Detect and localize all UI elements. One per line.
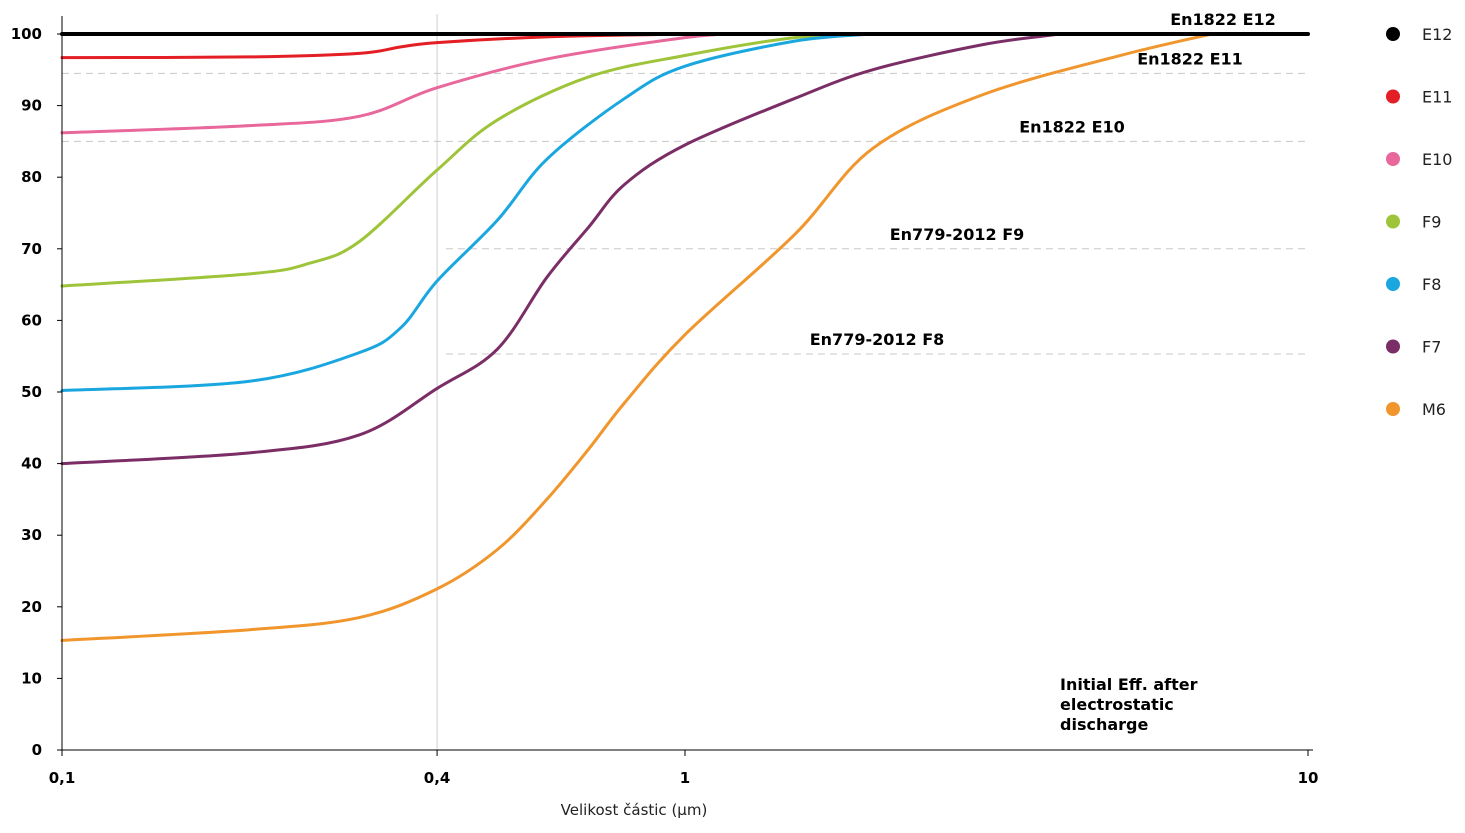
x-tick-label-0-4: 0,4 xyxy=(424,769,451,787)
threshold-label-en1822-e11: En1822 E11 xyxy=(1137,49,1243,68)
y-tick-label-100: 100 xyxy=(11,25,42,43)
y-tick-label-50: 50 xyxy=(21,383,42,401)
y-tick-label-0: 0 xyxy=(32,741,42,759)
legend-marker-f9 xyxy=(1386,214,1400,229)
y-tick-label-40: 40 xyxy=(21,455,42,473)
x-axis-title: Velikost částic (μm) xyxy=(561,801,708,819)
annotation-line-2: electrostatic xyxy=(1060,695,1174,714)
legend-marker-e10 xyxy=(1386,152,1400,166)
legend-label-e11: E11 xyxy=(1422,88,1452,107)
legend-marker-m6 xyxy=(1386,402,1400,416)
legend-marker-e11 xyxy=(1386,89,1400,104)
legend-label-m6: M6 xyxy=(1422,400,1446,419)
legend-label-e10: E10 xyxy=(1422,150,1452,169)
legend-marker-f8 xyxy=(1386,277,1400,291)
threshold-label-en779-2012-f9: En779-2012 F9 xyxy=(890,225,1025,244)
legend-label-f7: F7 xyxy=(1422,338,1441,357)
y-tick-label-20: 20 xyxy=(21,598,42,616)
y-tick-label-90: 90 xyxy=(21,97,42,115)
threshold-label-en779-2012-f8: En779-2012 F8 xyxy=(810,330,945,349)
y-tick-label-70: 70 xyxy=(21,240,42,258)
x-tick-label-1: 1 xyxy=(680,769,690,787)
series-line-f9 xyxy=(60,32,875,288)
y-tick-label-60: 60 xyxy=(21,311,42,329)
threshold-label-en1822-e12: En1822 E12 xyxy=(1170,10,1276,29)
legend-marker-f7 xyxy=(1386,339,1400,354)
legend-marker-e12 xyxy=(1386,27,1400,41)
legend-label-f9: F9 xyxy=(1422,213,1441,232)
y-tick-label-30: 30 xyxy=(21,526,42,544)
legend-label-e12: E12 xyxy=(1422,25,1452,44)
legend-label-f8: F8 xyxy=(1422,275,1441,294)
annotation-line-1: Initial Eff. after xyxy=(1060,675,1198,694)
series-line-m6 xyxy=(60,32,1213,642)
x-tick-label-10: 10 xyxy=(1298,769,1319,787)
annotation-line-3: discharge xyxy=(1060,715,1148,734)
series-line-e11 xyxy=(60,32,687,60)
threshold-label-en1822-e10: En1822 E10 xyxy=(1019,117,1125,136)
series-line-f8 xyxy=(60,32,875,393)
series-line-f7 xyxy=(60,32,1062,466)
x-tick-label-0-1: 0,1 xyxy=(49,769,76,787)
y-tick-label-80: 80 xyxy=(21,168,42,186)
series-line-e10 xyxy=(60,32,736,135)
y-tick-label-10: 10 xyxy=(21,669,42,687)
